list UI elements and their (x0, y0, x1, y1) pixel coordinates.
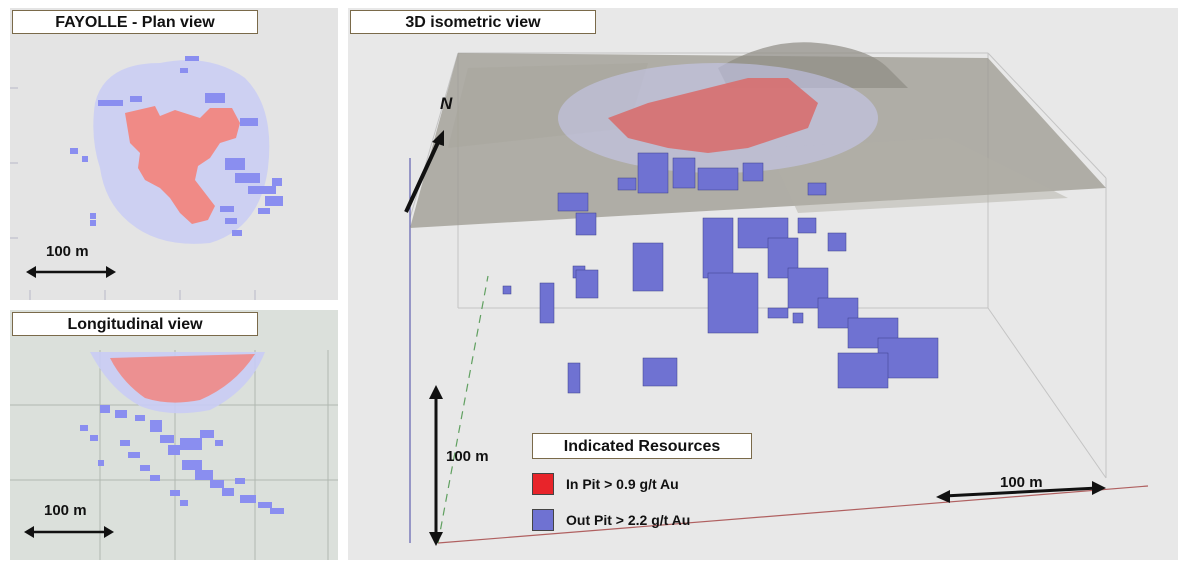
longitudinal-view-panel: Longitudinal view 100 m (10, 310, 338, 560)
surface-texture (768, 138, 1068, 213)
plan-view-map (10, 56, 283, 300)
longi-scale-arrow (24, 526, 114, 538)
north-label: N (440, 94, 453, 113)
longitudinal-view-map (10, 350, 338, 560)
vertical-scale-label: 100 m (446, 448, 489, 465)
longi-out-pit-blocks (80, 405, 284, 514)
plan-scale-label: 100 m (46, 243, 89, 260)
isometric-scene (404, 42, 1149, 546)
iso-out-pit-blocks (502, 152, 939, 394)
legend-item-in-pit: In Pit > 0.9 g/t Au (532, 473, 752, 499)
longitudinal-view-title: Longitudinal view (12, 312, 258, 336)
legend: Indicated Resources In Pit > 0.9 g/t Au … (532, 433, 752, 543)
vertical-scale-arrow (429, 385, 443, 546)
iso-in-pit-blocks (608, 78, 818, 153)
plan-view-title: FAYOLLE - Plan view (12, 10, 258, 34)
legend-swatch-out-pit (532, 509, 554, 531)
plan-grid-ticks (10, 87, 256, 300)
y-axis-line (437, 275, 489, 544)
plan-scale-arrow (26, 266, 116, 278)
longi-in-pit-blocks (110, 354, 255, 403)
isometric-view-title: 3D isometric view (350, 10, 596, 34)
legend-label-out-pit: Out Pit > 2.2 g/t Au (566, 512, 691, 528)
legend-swatch-in-pit (532, 473, 554, 495)
longi-scale-label: 100 m (44, 502, 87, 519)
north-arrow-icon (404, 130, 444, 213)
horizontal-scale-label: 100 m (1000, 474, 1043, 491)
plan-in-pit-blocks (125, 106, 240, 224)
x-axis-line (437, 485, 1149, 544)
plan-view-panel: FAYOLLE - Plan view 100 m (10, 8, 338, 300)
plan-out-pit-blocks (70, 56, 283, 236)
isometric-view-panel: 3D isometric view N 100 m 100 m Indicate… (348, 8, 1178, 560)
legend-label-in-pit: In Pit > 0.9 g/t Au (566, 476, 679, 492)
legend-item-out-pit: Out Pit > 2.2 g/t Au (532, 509, 752, 535)
legend-title: Indicated Resources (532, 433, 752, 459)
horizontal-scale-arrow (936, 481, 1106, 503)
